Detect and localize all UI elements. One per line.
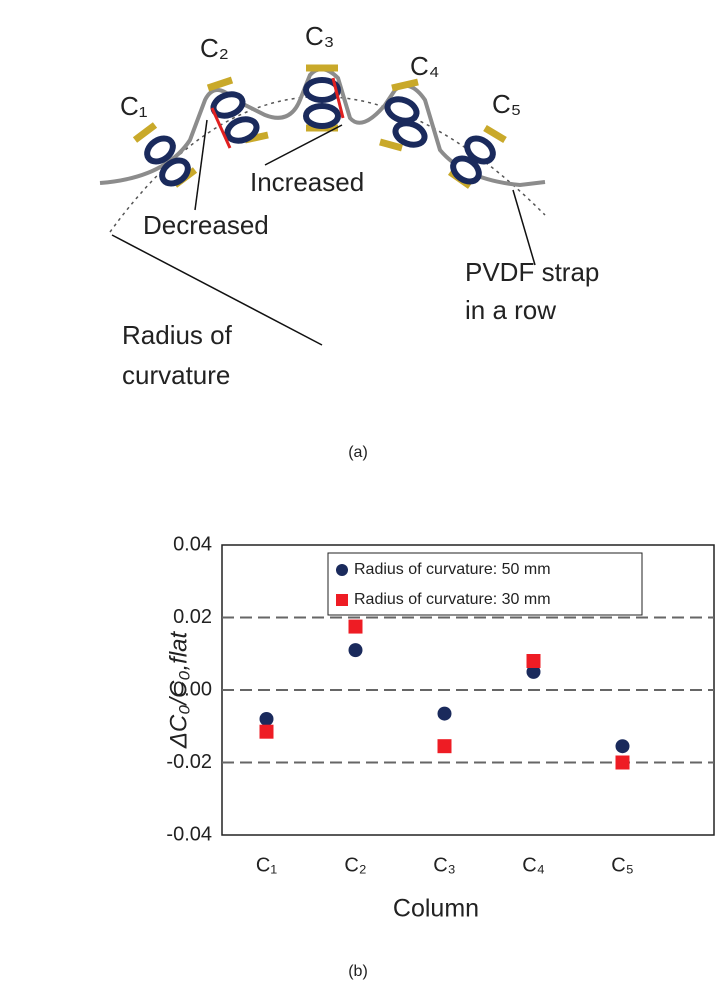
pointer-arrows <box>111 119 536 346</box>
point <box>348 643 363 658</box>
y-tick-label: -0.02 <box>166 751 212 773</box>
column-label: C₁ <box>120 91 148 121</box>
column-label: C₅ <box>492 89 521 119</box>
point <box>526 664 541 679</box>
y-tick-label: -0.04 <box>166 823 212 845</box>
diagram: C₁ C₂ C₃ C₄ C₅ Increased Decreased PVDF … <box>99 21 599 390</box>
strap-label: PVDF strap <box>465 257 599 287</box>
x-tick-label: C₅ <box>611 854 634 876</box>
column-label: C₄ <box>410 51 439 81</box>
y-tick-label: 0.04 <box>173 533 212 555</box>
caption: (b) <box>348 963 368 980</box>
x-tick-label: C₃ <box>433 854 456 876</box>
point <box>437 739 452 754</box>
x-tick-label: C₂ <box>344 854 366 876</box>
legend-marker <box>336 564 348 576</box>
radius-label: curvature <box>122 360 230 390</box>
point <box>348 619 363 634</box>
point <box>437 706 452 721</box>
decreased-label: Decreased <box>143 210 269 240</box>
point <box>615 739 630 754</box>
legend-marker <box>336 594 348 606</box>
caption: (a) <box>348 444 368 461</box>
point <box>615 755 630 770</box>
y-tick-label: 0.00 <box>173 678 212 700</box>
x-tick-label: C₄ <box>522 854 545 876</box>
point <box>259 712 274 726</box>
point <box>526 654 541 668</box>
column-label: C₃ <box>305 21 334 51</box>
y-axis-label: ΔC₀/C₀,flat <box>165 630 192 749</box>
electrodes <box>144 77 496 187</box>
x-tick-label: C₁ <box>256 854 277 876</box>
strap-label: in a row <box>465 295 556 325</box>
point <box>259 724 274 739</box>
radius-label: Radius of <box>122 320 233 350</box>
y-tick-label: 0.02 <box>173 606 212 628</box>
increased-label: Increased <box>250 167 364 197</box>
legend-label: Radius of curvature: 50 mm <box>354 561 551 578</box>
x-axis-label: Column <box>393 895 479 923</box>
legend-label: Radius of curvature: 30 mm <box>354 591 551 608</box>
legend-box <box>327 552 643 616</box>
column-label: C₂ <box>200 33 229 63</box>
change-arrows <box>210 77 345 149</box>
